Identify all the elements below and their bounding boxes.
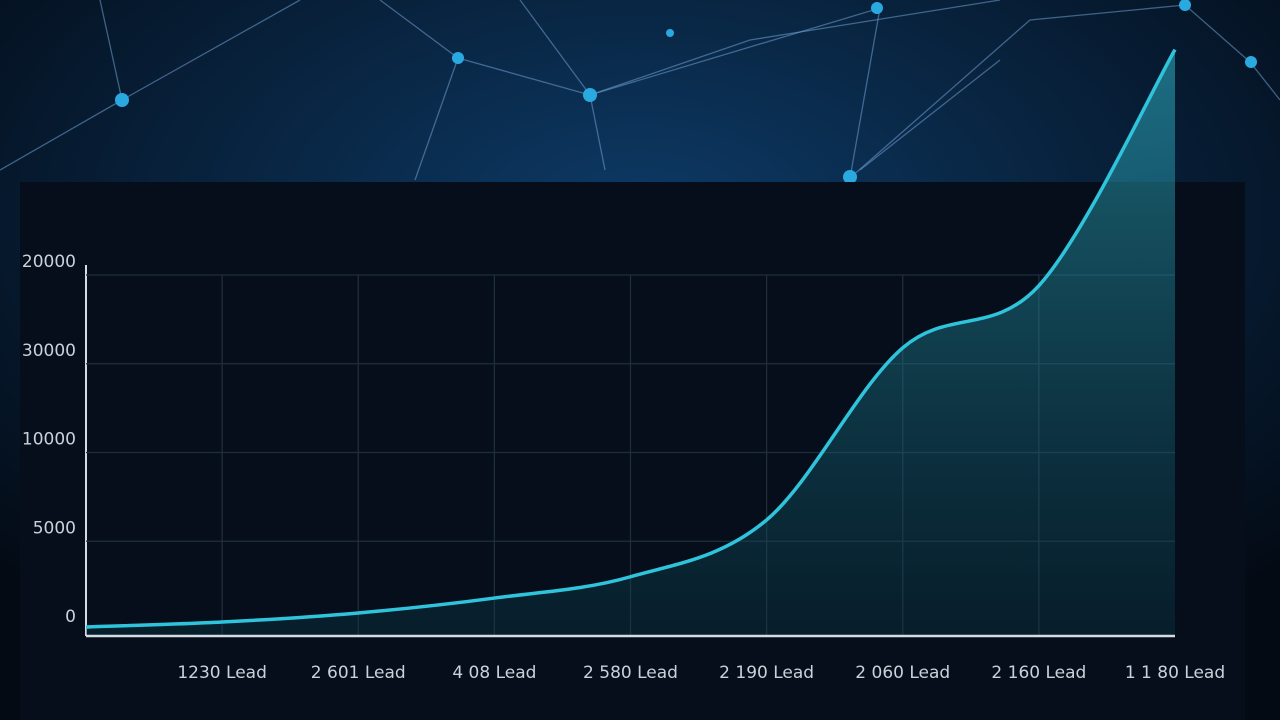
y-tick-label: 20000 [22, 252, 76, 272]
x-tick-label: 2 160 Lead [991, 663, 1086, 683]
y-tick-label: 0 [65, 607, 76, 627]
line [85, 48, 1177, 629]
x-tick-label: 2 060 Lead [855, 663, 950, 683]
x-tick-label: 1 1 80 Lead [1125, 663, 1225, 683]
y-tick-label: 5000 [33, 518, 76, 538]
x-tick-label: 4 08 Lead [452, 663, 536, 683]
x-tick-label: 2 190 Lead [719, 663, 814, 683]
y-tick-label: 10000 [22, 430, 76, 450]
x-tick-label: 2 601 Lead [311, 663, 406, 683]
y-tick-label: 30000 [22, 341, 76, 361]
x-tick-label: 2 580 Lead [583, 663, 678, 683]
network-lines [0, 0, 1280, 181]
network-nodes [115, 0, 1257, 184]
area-fill [86, 49, 1175, 635]
x-tick-label: 1230 Lead [177, 663, 267, 683]
